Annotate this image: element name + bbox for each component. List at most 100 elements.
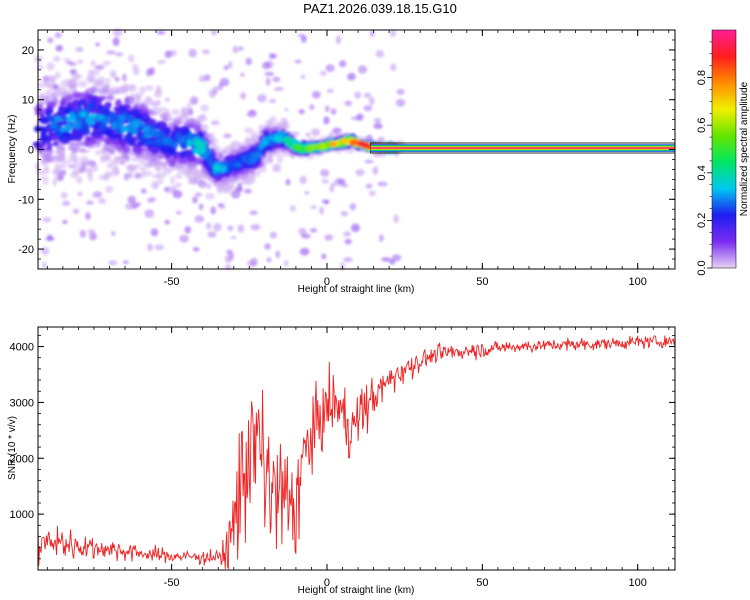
spectrogram-blob	[262, 61, 271, 70]
spectrogram-blob	[393, 214, 399, 224]
colorbar-tick-label: 0.6	[696, 118, 708, 133]
spectrogram-blob	[39, 176, 50, 181]
snr-x-tick-label: 100	[629, 577, 647, 589]
spectrogram-blob	[55, 144, 66, 152]
snr-x-tick-label: 50	[476, 577, 488, 589]
spectrogram-blob	[51, 154, 57, 160]
spectrogram-blob	[140, 166, 146, 173]
spectrogram-blob	[43, 164, 49, 171]
spectrogram-blob	[198, 203, 204, 211]
spectrogram-blob	[84, 136, 93, 141]
spectrogram-band-layer	[370, 147, 675, 149]
spectrogram-blob	[94, 64, 105, 70]
spectrogram-blob	[343, 257, 353, 263]
spectrogram-blob	[149, 111, 158, 116]
snr-background	[38, 327, 675, 570]
spectrogram-blob	[127, 195, 136, 204]
spectrogram-panel: -50 0 50 100 -20 -10 0 10 20 Height of straight …	[7, 28, 676, 295]
spectrogram-blob	[68, 80, 78, 89]
spectrogram-blob	[154, 244, 165, 251]
spectrogram-blob	[320, 169, 330, 177]
spectrogram-blob	[200, 113, 206, 119]
spectrogram-axis-ticks: -50 0 50 100 -20 -10 0 10 20	[18, 29, 675, 288]
spectrogram-band	[370, 142, 676, 154]
spectrogram-blob	[275, 135, 284, 143]
spectrogram-blob	[52, 168, 63, 176]
spectrogram-x-tick-label: 50	[476, 276, 488, 288]
spectrogram-blob	[124, 96, 129, 104]
spectrogram-blob	[66, 118, 76, 122]
spectrogram-blob	[254, 151, 261, 159]
spectrogram-blob	[52, 55, 61, 63]
spectrogram-blob	[159, 161, 169, 167]
spectrogram-blob	[155, 100, 161, 106]
spectrogram-blob	[117, 114, 126, 119]
spectrogram-blob	[381, 257, 391, 262]
spectrogram-blob	[43, 181, 49, 185]
spectrogram-blob	[92, 190, 103, 198]
spectrogram-blob	[156, 179, 164, 185]
spectrogram-blob	[129, 84, 137, 92]
spectrogram-blob	[266, 136, 275, 141]
spectrogram-blob	[337, 179, 346, 184]
spectrogram-blob	[78, 167, 85, 174]
spectrogram-blob	[304, 191, 310, 195]
spectrogram-blob	[59, 170, 66, 176]
spectrogram-blob	[207, 231, 217, 238]
spectrogram-blob	[57, 174, 64, 181]
spectrogram-blob	[66, 60, 73, 65]
spectrogram-blob	[157, 60, 166, 64]
spectrogram-blob	[187, 178, 198, 185]
spectrogram-blob	[319, 143, 328, 150]
spectrogram-blob	[358, 65, 367, 74]
spectrogram-blob	[194, 215, 205, 223]
spectrogram-blob	[132, 202, 141, 207]
spectrogram-blob	[86, 200, 94, 205]
snr-x-tick-label: 0	[324, 577, 330, 589]
spectrogram-blob	[206, 159, 213, 164]
spectrogram-blob	[172, 141, 179, 149]
spectrogram-blob	[365, 183, 373, 189]
spectrogram-blob	[349, 139, 358, 146]
spectrogram-blob	[269, 98, 277, 104]
spectrogram-blob	[120, 160, 126, 165]
colorbar-tick-label: 0.0	[696, 260, 708, 275]
spectrogram-blob	[155, 139, 162, 143]
spectrogram-blob	[68, 142, 76, 147]
spectrogram-blob	[102, 156, 112, 162]
spectrogram-blob	[171, 109, 180, 116]
spectrogram-blob	[201, 49, 210, 54]
spectrogram-blob	[390, 29, 396, 37]
spectrogram-blob	[285, 178, 291, 186]
spectrogram-blob	[186, 139, 193, 148]
spectrogram-blob	[178, 138, 186, 143]
spectrogram-blob	[298, 109, 305, 115]
spectrogram-blob	[156, 110, 163, 115]
colorbar: 0.0 0.2 0.4 0.6 0.8 Normalized spectral ampl…	[696, 29, 750, 276]
spectrogram-blob	[309, 143, 318, 150]
spectrogram-blob	[217, 203, 223, 208]
spectrogram-blob	[88, 173, 94, 182]
spectrogram-blob	[276, 154, 283, 164]
spectrogram-blob	[294, 59, 302, 64]
spectrogram-blob	[227, 225, 234, 231]
spectrogram-blob	[57, 120, 63, 127]
spectrogram-blob	[250, 224, 261, 231]
spectrogram-blob	[240, 72, 245, 77]
spectrogram-blob	[123, 154, 131, 162]
spectrogram-blob	[187, 132, 194, 140]
spectrogram-blob	[134, 164, 142, 169]
spectrogram-blob	[75, 139, 83, 148]
spectrogram-blob	[130, 127, 138, 135]
spectrogram-blob	[117, 117, 124, 124]
spectrogram-blob	[307, 137, 316, 142]
snr-x-tick-label: -50	[164, 577, 180, 589]
spectrogram-blob	[75, 46, 84, 52]
spectrogram-blob	[230, 235, 237, 240]
spectrogram-blob	[156, 172, 166, 180]
spectrogram-blob	[111, 231, 116, 236]
spectrogram-blob	[41, 246, 49, 256]
spectrogram-blob	[35, 109, 42, 115]
spectrogram-blob	[321, 253, 327, 260]
spectrogram-blob	[69, 69, 77, 75]
